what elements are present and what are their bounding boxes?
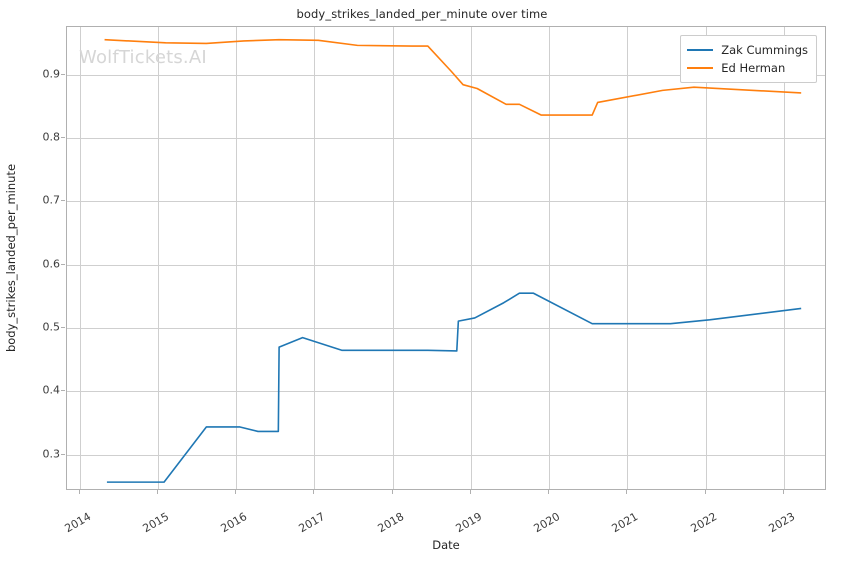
y-axis-tick-labels: 0.3 0.4 0.5 0.6 0.7 0.8 0.9 <box>0 26 61 490</box>
y-axis-tick-label: 0.3 <box>42 447 61 461</box>
watermark: WolfTickets.AI <box>79 47 207 68</box>
y-axis-tick-mark <box>61 263 65 265</box>
y-axis-tick-label: 0.4 <box>42 383 61 397</box>
y-axis-tick-mark <box>61 327 65 329</box>
legend-item[interactable]: Ed Herman <box>687 59 808 77</box>
gridline-horizontal <box>67 201 825 203</box>
x-axis-tick-label: 2016 <box>218 510 250 536</box>
y-axis-tick-label: 0.6 <box>42 257 61 271</box>
series-line <box>104 38 802 116</box>
legend-item[interactable]: Zak Cummings <box>687 41 808 59</box>
gridline-vertical <box>627 27 629 489</box>
x-axis-tick-mark <box>156 490 158 494</box>
x-axis-tick-label: 2021 <box>609 510 641 536</box>
x-axis-tick-mark <box>782 490 784 494</box>
x-axis-tick-mark <box>313 490 315 494</box>
gridline-vertical <box>392 27 394 489</box>
gridline-vertical <box>314 27 316 489</box>
x-axis-tick-label: 2015 <box>140 510 172 536</box>
gridline-horizontal <box>67 454 825 456</box>
gridline-horizontal <box>67 137 825 139</box>
legend-item-label: Zak Cummings <box>721 43 808 57</box>
x-axis-tick-mark <box>78 490 80 494</box>
gridline-vertical <box>549 27 551 489</box>
gridline-vertical <box>705 27 707 489</box>
y-axis-tick-label: 0.9 <box>42 67 61 81</box>
gridline-horizontal <box>67 74 825 76</box>
y-axis-tick-mark <box>61 200 65 202</box>
y-axis-tick-label: 0.7 <box>42 193 61 207</box>
x-axis-tick-label: 2017 <box>296 510 328 536</box>
gridline-vertical <box>783 27 785 489</box>
x-axis-tick-mark <box>469 490 471 494</box>
y-axis-tick-mark <box>61 453 65 455</box>
y-axis-tick-label: 0.5 <box>42 320 61 334</box>
gridline-horizontal <box>67 328 825 330</box>
x-axis-tick-label: 2023 <box>766 510 798 536</box>
plot-area: WolfTickets.AI Zak Cummings Ed Herman <box>66 26 826 490</box>
legend-item-label: Ed Herman <box>721 61 786 75</box>
gridline-horizontal <box>67 391 825 393</box>
chart-legend: Zak Cummings Ed Herman <box>680 35 817 83</box>
x-axis-label: Date <box>432 538 460 552</box>
x-axis-tick-label: 2019 <box>453 510 485 536</box>
gridline-vertical <box>470 27 472 489</box>
x-axis-tick-mark <box>548 490 550 494</box>
legend-color-swatch <box>687 67 714 69</box>
x-axis-tick-mark <box>626 490 628 494</box>
y-axis-tick-marks <box>0 26 70 490</box>
y-axis-tick-mark <box>61 136 65 138</box>
gridline-vertical <box>157 27 159 489</box>
y-axis-tick-label: 0.8 <box>42 130 61 144</box>
data-lines <box>104 38 802 483</box>
gridline-vertical <box>79 27 81 489</box>
gridline-vertical <box>236 27 238 489</box>
x-axis-tick-mark <box>704 490 706 494</box>
x-axis-tick-mark <box>391 490 393 494</box>
y-axis-tick-mark <box>61 73 65 75</box>
series-line <box>106 292 802 483</box>
x-axis-tick-labels: 2014 2015 2016 2017 2018 2019 2020 2021 2022 2023 <box>62 490 826 540</box>
x-axis-tick-label: 2014 <box>62 510 93 536</box>
x-axis-tick-label: 2018 <box>375 510 406 536</box>
legend-color-swatch <box>687 49 714 51</box>
x-axis-tick-label: 2020 <box>531 510 563 536</box>
chart-title: body_strikes_landed_per_minute over time <box>296 7 548 21</box>
y-axis-tick-mark <box>61 390 65 392</box>
x-axis-tick-label: 2022 <box>688 510 719 536</box>
gridline-horizontal <box>67 264 825 266</box>
x-axis-tick-mark <box>235 490 237 494</box>
